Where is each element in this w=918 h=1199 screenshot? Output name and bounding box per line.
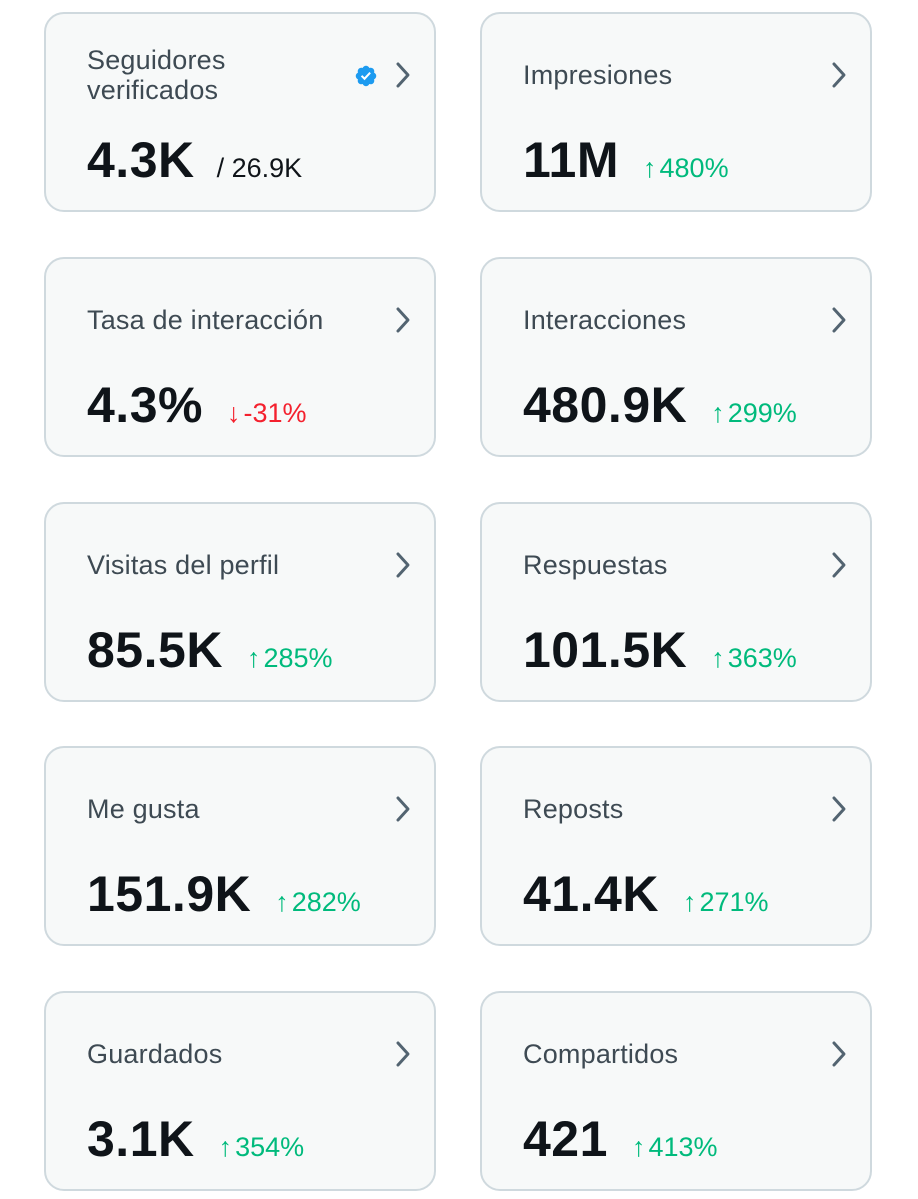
arrow-down-icon: ↓ [226, 398, 241, 428]
change-value: 299% [727, 398, 797, 428]
arrow-up-icon: ↑ [246, 643, 261, 673]
card-value-row: 421 ↑ 413% [523, 1111, 718, 1167]
card-label: Visitas del perfil [87, 550, 280, 580]
card-verified-followers[interactable]: Seguidores verificados 4.3K / 26.9K [44, 12, 436, 212]
arrow-up-icon: ↑ [711, 398, 725, 428]
card-value: 3.1K [87, 1111, 195, 1167]
card-label: Reposts [523, 794, 624, 824]
arrow-up-icon: ↑ [218, 1132, 233, 1162]
card-engagement-rate[interactable]: Tasa de interacción 4.3% ↓ -31% [44, 257, 436, 457]
card-value: 151.9K [87, 866, 252, 922]
chevron-right-icon[interactable] [828, 794, 850, 824]
card-value-row: 3.1K ↑ 354% [87, 1111, 304, 1167]
card-bookmarks[interactable]: Guardados 3.1K ↑ 354% [44, 991, 436, 1191]
change-value: 271% [699, 887, 769, 917]
change-indicator: ↓ -31% [227, 398, 307, 429]
card-label: Tasa de interacción [87, 305, 324, 335]
change-value: 480% [659, 153, 729, 183]
chevron-right-icon[interactable] [828, 60, 850, 90]
change-indicator: ↑ 285% [247, 643, 333, 674]
card-value-row: 11M ↑ 480% [523, 132, 729, 188]
card-value-row: 4.3K / 26.9K [87, 132, 302, 188]
card-value-row: 101.5K ↑ 363% [523, 622, 797, 678]
card-replies[interactable]: Respuestas 101.5K ↑ 363% [480, 502, 872, 702]
change-indicator: ↑ 363% [711, 643, 797, 674]
card-value: 11M [523, 132, 620, 188]
card-value-row: 41.4K ↑ 271% [523, 866, 769, 922]
card-likes[interactable]: Me gusta 151.9K ↑ 282% [44, 746, 436, 946]
card-engagements[interactable]: Interacciones 480.9K ↑ 299% [480, 257, 872, 457]
change-indicator: ↑ 480% [643, 153, 729, 184]
verified-badge-icon [355, 65, 377, 87]
chevron-right-icon[interactable] [828, 305, 850, 335]
card-shares[interactable]: Compartidos 421 ↑ 413% [480, 991, 872, 1191]
chevron-right-icon[interactable] [828, 550, 850, 580]
card-value: 480.9K [523, 377, 688, 433]
arrow-up-icon: ↑ [631, 1132, 646, 1162]
arrow-up-icon: ↑ [682, 887, 697, 917]
chevron-right-icon[interactable] [828, 1039, 850, 1069]
card-label: Seguidores verificados [87, 45, 226, 105]
change-indicator: ↑ 282% [275, 887, 361, 918]
card-value: 101.5K [523, 622, 688, 678]
card-value: 421 [523, 1111, 608, 1167]
card-impressions[interactable]: Impresiones 11M ↑ 480% [480, 12, 872, 212]
card-value: 4.3K [87, 132, 195, 188]
card-value-row: 480.9K ↑ 299% [523, 377, 797, 433]
change-value: 354% [235, 1132, 305, 1162]
card-label: Compartidos [523, 1039, 679, 1069]
change-value: 363% [727, 643, 797, 673]
change-value: 285% [263, 643, 333, 673]
card-value: 41.4K [523, 866, 659, 922]
card-label: Me gusta [87, 794, 200, 824]
card-value: 4.3% [87, 377, 203, 433]
change-indicator: ↑ 354% [219, 1132, 305, 1163]
card-value-row: 85.5K ↑ 285% [87, 622, 333, 678]
chevron-right-icon[interactable] [392, 1039, 414, 1069]
change-value: -31% [243, 398, 307, 428]
chevron-right-icon[interactable] [392, 550, 414, 580]
chevron-right-icon[interactable] [392, 305, 414, 335]
card-value-row: 4.3% ↓ -31% [87, 377, 307, 433]
change-indicator: ↑ 299% [711, 398, 797, 429]
card-label: Impresiones [523, 60, 673, 90]
change-value: 413% [648, 1132, 718, 1162]
change-indicator: ↑ 413% [632, 1132, 718, 1163]
card-profile-visits[interactable]: Visitas del perfil 85.5K ↑ 285% [44, 502, 436, 702]
arrow-up-icon: ↑ [275, 887, 289, 917]
card-label: Guardados [87, 1039, 223, 1069]
change-indicator: ↑ 271% [683, 887, 769, 918]
arrow-up-icon: ↑ [643, 153, 657, 183]
card-value: 85.5K [87, 622, 223, 678]
chevron-right-icon[interactable] [392, 60, 414, 90]
card-reposts[interactable]: Reposts 41.4K ↑ 271% [480, 746, 872, 946]
card-value-row: 151.9K ↑ 282% [87, 866, 361, 922]
card-total: / 26.9K [216, 153, 303, 183]
card-label: Respuestas [523, 550, 668, 580]
change-value: 282% [291, 887, 361, 917]
card-label: Interacciones [523, 305, 687, 335]
chevron-right-icon[interactable] [392, 794, 414, 824]
arrow-up-icon: ↑ [711, 643, 725, 673]
